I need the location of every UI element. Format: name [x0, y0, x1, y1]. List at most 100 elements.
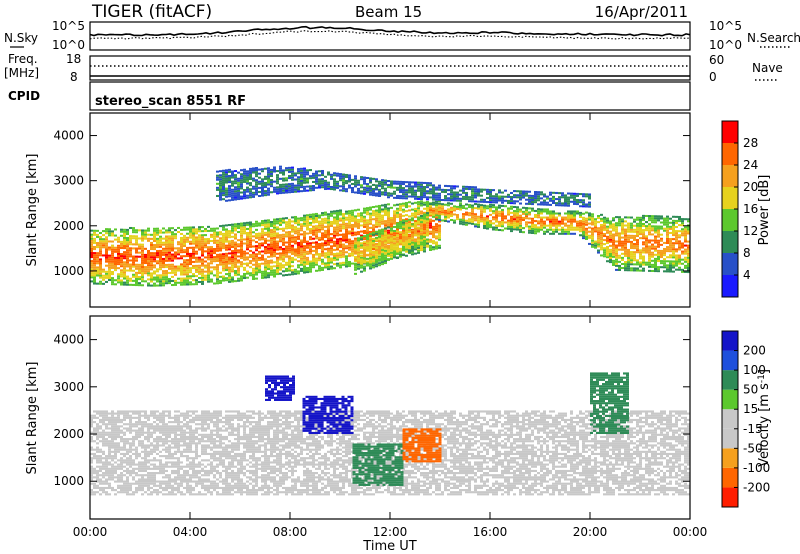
- power-cell: [621, 267, 624, 270]
- power-cell: [234, 280, 237, 283]
- power-cell: [627, 238, 630, 241]
- power-cell: [645, 249, 648, 252]
- power-cell: [306, 240, 309, 243]
- power-cell: [228, 246, 231, 249]
- power-cell: [444, 184, 447, 187]
- power-cell: [267, 266, 270, 269]
- power-cell: [240, 238, 243, 241]
- power-cell: [351, 219, 354, 222]
- power-cell: [423, 235, 426, 238]
- power-cell: [153, 248, 156, 251]
- power-cell: [258, 168, 261, 171]
- power-cell: [384, 193, 387, 196]
- power-cell: [387, 180, 390, 183]
- power-cell: [555, 216, 558, 219]
- power-cell: [363, 190, 366, 193]
- power-cell: [123, 277, 126, 280]
- power-cell: [258, 246, 261, 249]
- power-cell: [621, 228, 624, 231]
- power-cell: [255, 183, 258, 186]
- power-cell: [333, 259, 336, 262]
- power-cell: [246, 244, 249, 247]
- power-cell: [213, 252, 216, 255]
- power-cell: [378, 252, 381, 255]
- power-cell: [378, 237, 381, 240]
- power-cell: [408, 209, 411, 212]
- power-cell: [615, 224, 618, 227]
- power-cell: [177, 249, 180, 252]
- power-cell: [417, 185, 420, 188]
- power-cell: [183, 228, 186, 231]
- power-cell: [525, 202, 528, 205]
- power-cell: [234, 249, 237, 252]
- power-cell: [195, 236, 198, 239]
- power-cell: [543, 208, 546, 211]
- power-cell: [408, 245, 411, 248]
- power-cell: [261, 244, 264, 247]
- power-cell: [303, 220, 306, 223]
- power-cell: [675, 226, 678, 229]
- power-cell: [249, 175, 252, 179]
- power-cell: [327, 253, 330, 256]
- power-cell: [237, 265, 240, 268]
- power-cell: [414, 214, 417, 217]
- power-cell: [564, 216, 567, 219]
- power-cell: [147, 260, 150, 263]
- power-cell: [438, 184, 441, 187]
- power-cell: [537, 208, 540, 211]
- power-cell: [606, 246, 609, 249]
- power-cell: [573, 228, 576, 231]
- power-cell: [351, 254, 354, 257]
- power-cell: [573, 194, 576, 197]
- power-cell: [171, 265, 174, 268]
- power-cell: [165, 231, 168, 234]
- power-cell: [672, 262, 675, 265]
- power-cell: [567, 218, 570, 221]
- power-cell: [597, 227, 600, 230]
- power-cell: [339, 217, 342, 220]
- power-cell: [366, 254, 369, 257]
- power-cell: [339, 189, 342, 192]
- power-cell: [120, 230, 123, 233]
- power-cell: [300, 257, 303, 260]
- power-cell: [420, 243, 423, 246]
- power-cell: [291, 244, 294, 247]
- power-cell: [633, 236, 636, 239]
- power-cell: [285, 261, 288, 264]
- power-cell: [666, 231, 669, 234]
- power-cell: [411, 229, 414, 232]
- power-cell: [537, 228, 540, 231]
- power-cell: [165, 235, 168, 238]
- power-cell: [255, 249, 258, 252]
- power-cell: [225, 191, 228, 194]
- power-cell: [267, 263, 270, 267]
- power-cell: [252, 245, 255, 248]
- power-cell: [474, 225, 477, 228]
- power-cell: [339, 223, 342, 226]
- noise-sky-label: N.Sky: [4, 31, 38, 45]
- power-cell: [255, 255, 258, 258]
- power-cell: [222, 188, 225, 191]
- power-cell: [504, 195, 507, 198]
- power-cell: [336, 238, 339, 241]
- power-cell: [447, 193, 450, 196]
- power-cell: [429, 209, 432, 212]
- power-cell: [528, 211, 531, 214]
- power-cell: [369, 259, 372, 262]
- power-cell: [324, 233, 327, 236]
- power-cell: [621, 252, 624, 255]
- power-cell: [255, 167, 258, 170]
- power-cell: [405, 234, 408, 237]
- power-cell: [447, 199, 450, 202]
- power-cell: [381, 179, 384, 182]
- power-cell: [99, 254, 102, 257]
- power-cell: [399, 213, 402, 216]
- power-cell: [486, 219, 489, 222]
- power-cell: [588, 197, 591, 200]
- power-cell: [372, 224, 375, 227]
- power-cell: [489, 219, 492, 223]
- power-cell: [612, 251, 615, 254]
- power-cell: [519, 218, 522, 221]
- power-cell: [135, 265, 138, 268]
- power-cell: [384, 233, 387, 236]
